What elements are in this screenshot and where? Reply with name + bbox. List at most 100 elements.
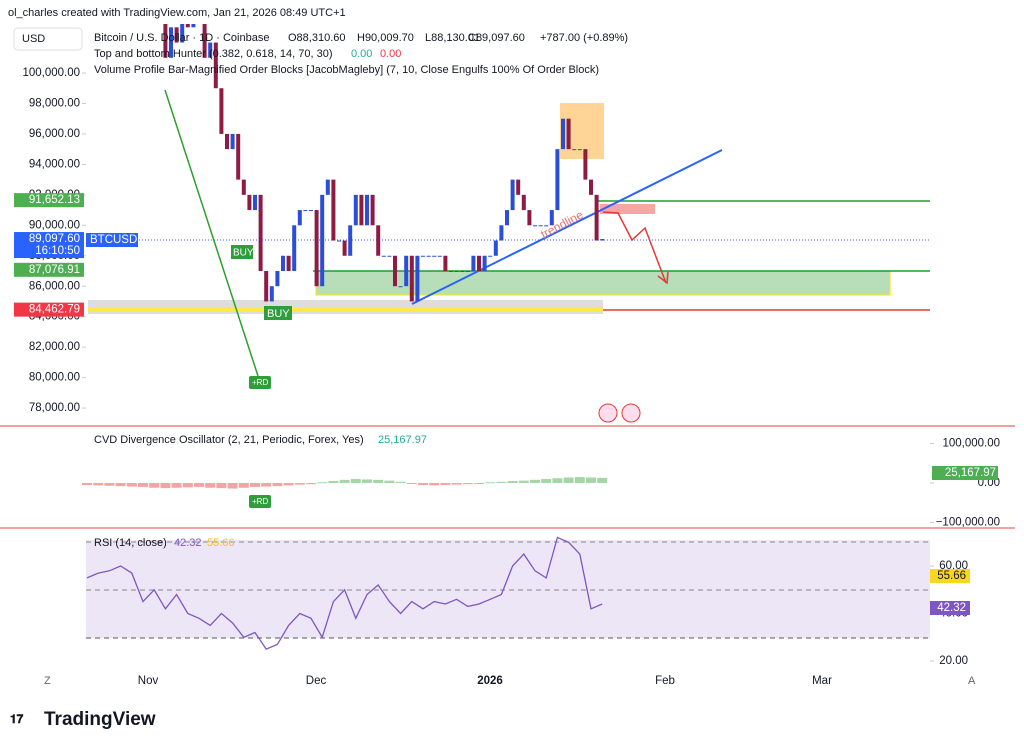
event-icon[interactable] — [621, 403, 641, 423]
rd-text: +RD — [252, 497, 268, 506]
cvd-bar — [586, 477, 596, 483]
candle — [163, 24, 168, 58]
candle — [169, 27, 173, 58]
candle — [421, 255, 425, 257]
candle — [281, 255, 285, 271]
candle — [432, 255, 437, 257]
cvd-bar — [227, 483, 238, 489]
rsi-ma: 55.66 — [207, 537, 235, 549]
supply-zone — [600, 204, 655, 214]
candle — [202, 24, 207, 58]
cvd-bar — [350, 479, 361, 483]
candle — [342, 240, 347, 256]
candle — [516, 179, 521, 195]
rd-label — [249, 495, 271, 508]
candle — [314, 210, 319, 287]
candle — [566, 118, 571, 150]
price-tick-label: 78,000.00 — [29, 402, 80, 414]
indicator: Volume Profile Bar-Magnified Order Block… — [94, 64, 599, 76]
time-label: Mar — [812, 675, 832, 687]
rd-text: +RD — [252, 378, 268, 387]
cvd-bar — [272, 483, 283, 487]
candle — [527, 210, 532, 226]
currency[interactable]: USD — [22, 33, 45, 45]
candle — [320, 194, 325, 287]
cvd-bar — [261, 483, 272, 487]
price-tick-label: 90,000.00 — [29, 219, 80, 231]
cvd-bar — [518, 480, 529, 483]
candle — [572, 149, 577, 151]
candle — [359, 194, 364, 226]
demand-zone — [315, 270, 891, 296]
legend-high: H90,009.70 — [357, 32, 414, 44]
candle — [353, 194, 358, 226]
buy-label — [264, 306, 292, 320]
price-tag-text: 87,076.91 — [29, 264, 80, 276]
rsi-ma-tag-text: 55.66 — [937, 570, 966, 582]
candle — [387, 255, 392, 257]
candle — [443, 255, 448, 271]
candle — [253, 194, 257, 211]
cvd-tag-text: 25,167.97 — [945, 467, 996, 479]
candle — [589, 179, 593, 195]
cvd-tick-label: 100,000.00 — [942, 438, 1000, 450]
indicator: Top and bottom Hunter (0.382, 0.618, 14,… — [94, 48, 333, 60]
price-tick-label: 86,000.00 — [29, 280, 80, 292]
candle — [241, 179, 246, 195]
auto-button[interactable]: A — [968, 675, 976, 687]
candle — [426, 255, 431, 257]
candle — [482, 255, 487, 271]
rsi-tag — [930, 601, 970, 615]
cvd-bar — [205, 483, 216, 488]
logo-mark: 𝟏𝟕 — [10, 712, 24, 726]
candle — [488, 255, 493, 257]
candle — [533, 225, 537, 227]
candle — [174, 27, 179, 43]
cvd-bar — [384, 480, 395, 483]
cvd-bar — [126, 483, 137, 487]
rsi-title: RSI (14, close) — [94, 537, 167, 549]
cvd-bar — [149, 483, 160, 488]
price-tick-label: 80,000.00 — [29, 372, 80, 384]
rsi-band — [86, 540, 930, 638]
cvd-bar — [138, 483, 148, 487]
candle — [247, 194, 252, 211]
event-icon[interactable] — [598, 403, 618, 423]
cvd-bar — [171, 483, 182, 488]
candle — [225, 133, 229, 150]
symbol-tag — [86, 233, 138, 247]
cvd-bar — [250, 483, 260, 487]
candle — [180, 24, 185, 43]
cvd-last: 25,167.97 — [378, 434, 427, 446]
cvd-bar — [317, 482, 328, 484]
candle — [275, 270, 280, 287]
order-block-core — [88, 307, 603, 312]
logo: TradingView — [44, 709, 156, 730]
price-tag — [14, 232, 84, 259]
candle — [437, 255, 442, 257]
cvd-bar — [574, 477, 585, 483]
cvd-bar — [485, 482, 496, 484]
divergence-line — [164, 89, 259, 377]
candle — [521, 194, 526, 211]
candles — [163, 24, 605, 302]
time-label: Feb — [655, 675, 675, 687]
currency-box[interactable] — [13, 27, 83, 51]
legend-symbol: Bitcoin / U.S. Dollar · 1D · Coinbase — [94, 32, 269, 44]
cvd-bar — [82, 483, 92, 485]
credit: ol_charles created with TradingView.com,… — [8, 7, 346, 19]
candle — [460, 270, 465, 272]
arrow-head — [657, 271, 669, 285]
candle — [454, 270, 459, 272]
candle — [213, 42, 218, 89]
zoom-button[interactable]: Z — [44, 675, 51, 687]
cvd-bar — [104, 483, 115, 486]
cvd-bar — [451, 483, 462, 485]
candle — [370, 194, 375, 226]
cvd-bar — [328, 481, 339, 483]
trendline — [411, 149, 723, 305]
candle — [292, 225, 297, 271]
cvd-bar — [194, 483, 204, 487]
legend-open: O88,310.60 — [288, 32, 346, 44]
